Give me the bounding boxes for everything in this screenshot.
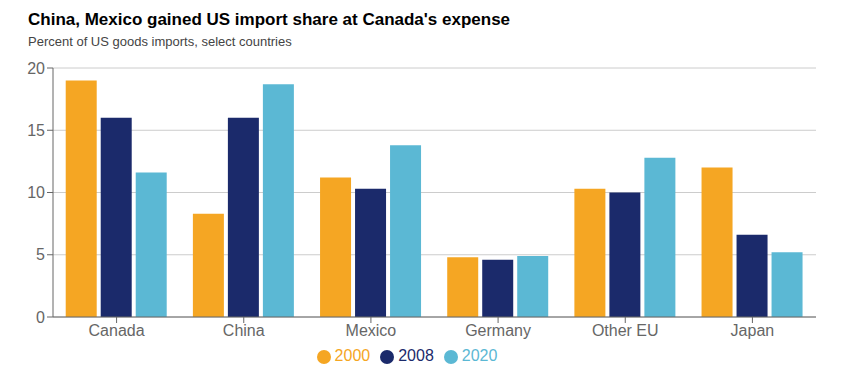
svg-text:China: China [223, 322, 265, 339]
svg-text:0: 0 [36, 309, 45, 326]
html-text:Percent of US goods imports, s: Percent of US goods imports, select coun… [28, 34, 292, 49]
svg-text:Other EU: Other EU [592, 322, 659, 339]
svg-text:5: 5 [36, 246, 45, 263]
svg-text:20: 20 [27, 60, 45, 77]
html-text:2008: 2008 [398, 347, 434, 364]
html-text:2000: 2000 [334, 347, 371, 364]
svg-text:10: 10 [27, 184, 45, 201]
svg-text:Mexico: Mexico [346, 322, 397, 339]
svg-text:15: 15 [27, 122, 45, 139]
svg-text:Canada: Canada [89, 322, 145, 339]
html-text:2020: 2020 [461, 347, 498, 364]
svg-text:Japan: Japan [731, 322, 775, 339]
svg-text:Germany: Germany [465, 322, 531, 339]
html-text:China, Mexico gained US import: China, Mexico gained US import share at … [28, 10, 511, 29]
